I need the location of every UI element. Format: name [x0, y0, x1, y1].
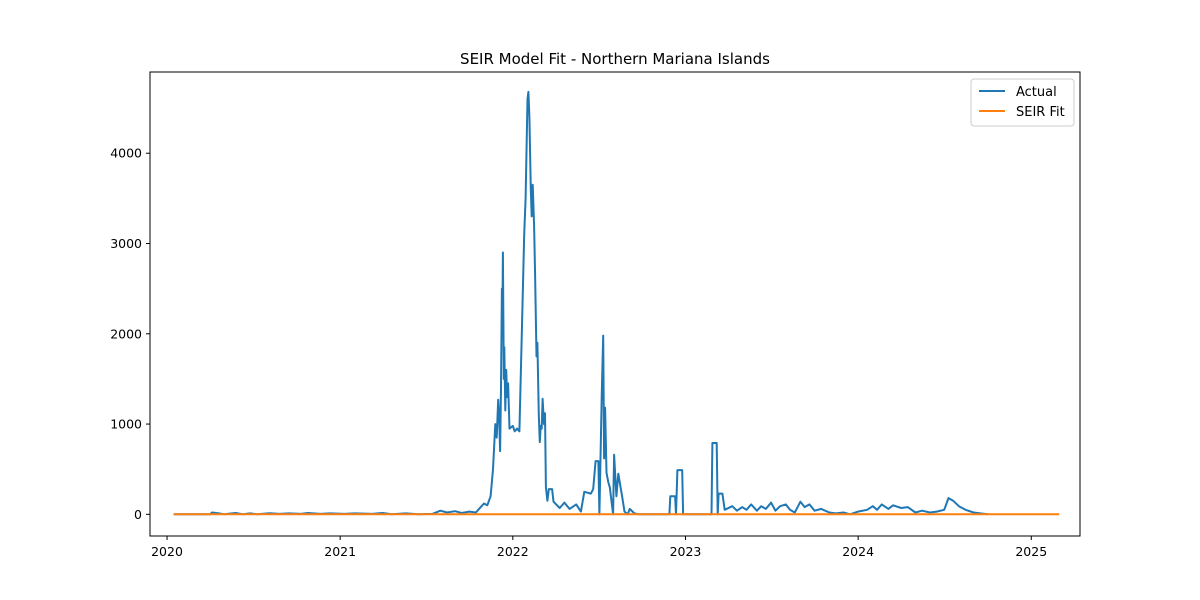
y-tick-label: 0	[134, 507, 142, 522]
x-tick-label: 2025	[1015, 544, 1047, 559]
y-tick-label: 4000	[110, 146, 142, 161]
x-axis: 2020 2021 2022 2023 2024 2025	[151, 536, 1047, 559]
legend-label-actual: Actual	[1016, 85, 1057, 100]
legend: Actual SEIR Fit	[970, 78, 1075, 127]
chart-title: SEIR Model Fit - Northern Mariana Island…	[460, 50, 770, 68]
y-tick-label: 2000	[110, 326, 142, 341]
y-tick-label: 1000	[110, 417, 142, 432]
y-tick-label: 3000	[110, 236, 142, 251]
x-tick-label: 2022	[497, 544, 529, 559]
plot-series	[173, 90, 1060, 516]
x-tick-label: 2021	[324, 544, 356, 559]
legend-label-seir-fit: SEIR Fit	[1016, 105, 1065, 120]
x-tick-label: 2020	[151, 544, 183, 559]
x-tick-label: 2023	[670, 544, 702, 559]
x-tick-label: 2024	[842, 544, 874, 559]
plot-frame	[149, 71, 1081, 537]
y-axis: 0 1000 2000 3000 4000	[110, 146, 150, 522]
series-line-actual	[173, 90, 988, 516]
